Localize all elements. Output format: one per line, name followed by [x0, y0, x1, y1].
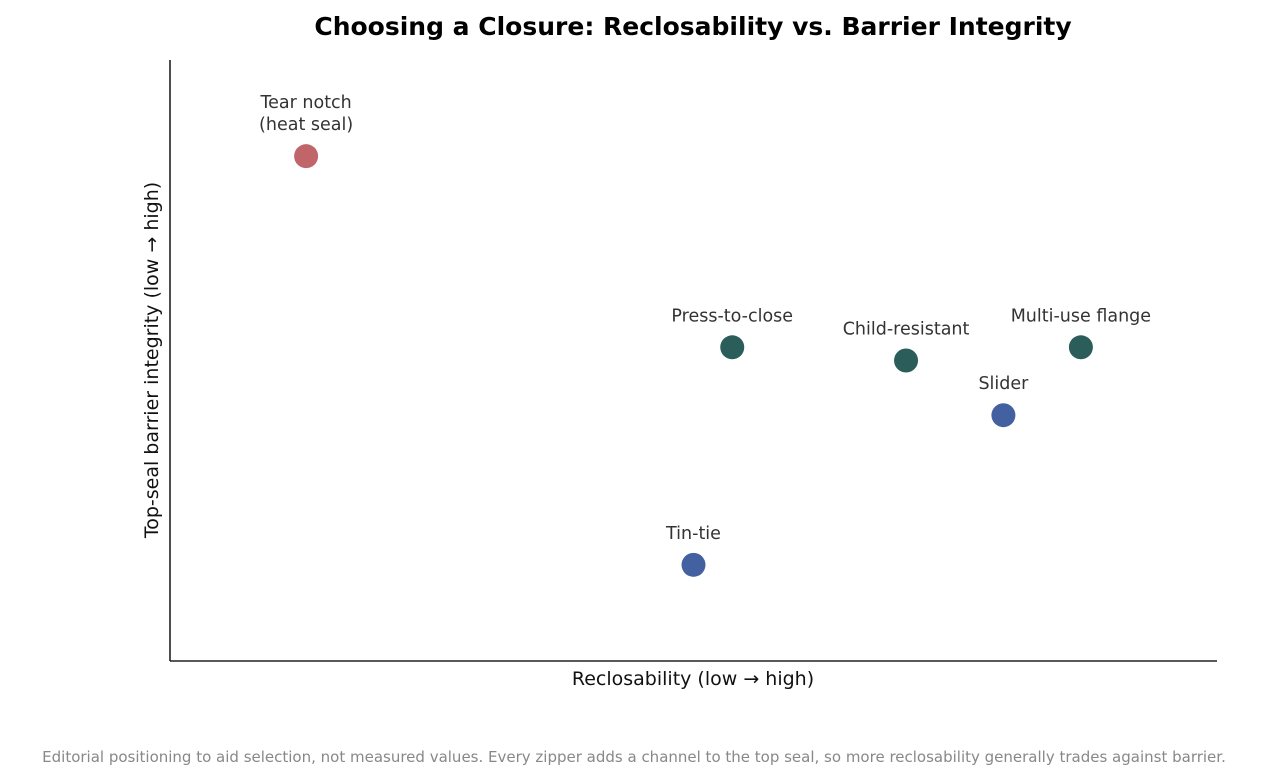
footnote: Editorial positioning to aid selection, … [42, 748, 1226, 766]
data-point [681, 552, 706, 577]
data-point [1068, 335, 1093, 360]
data-point [894, 348, 919, 373]
plot-area: Tear notch(heat seal) Press-to-close Child… [169, 60, 1217, 662]
point-label: Tear notch [259, 93, 351, 113]
data-point [991, 403, 1016, 428]
point-label: (heat seal) [259, 115, 353, 135]
point-label: Tin-tie [665, 524, 721, 544]
point-label: Multi-use flange [1011, 306, 1151, 326]
points-layer: Tear notch(heat seal) Press-to-close Child… [259, 93, 1151, 577]
point-label: Press-to-close [671, 306, 793, 326]
chart-title: Choosing a Closure: Reclosability vs. Ba… [314, 12, 1071, 41]
y-axis-label: Top-seal barrier integrity (low → high) [141, 182, 163, 539]
x-axis-label: Reclosability (low → high) [572, 668, 814, 690]
data-point [294, 144, 319, 169]
point-label: Slider [978, 374, 1029, 394]
point-label: Child-resistant [843, 320, 970, 340]
data-point [720, 335, 745, 360]
